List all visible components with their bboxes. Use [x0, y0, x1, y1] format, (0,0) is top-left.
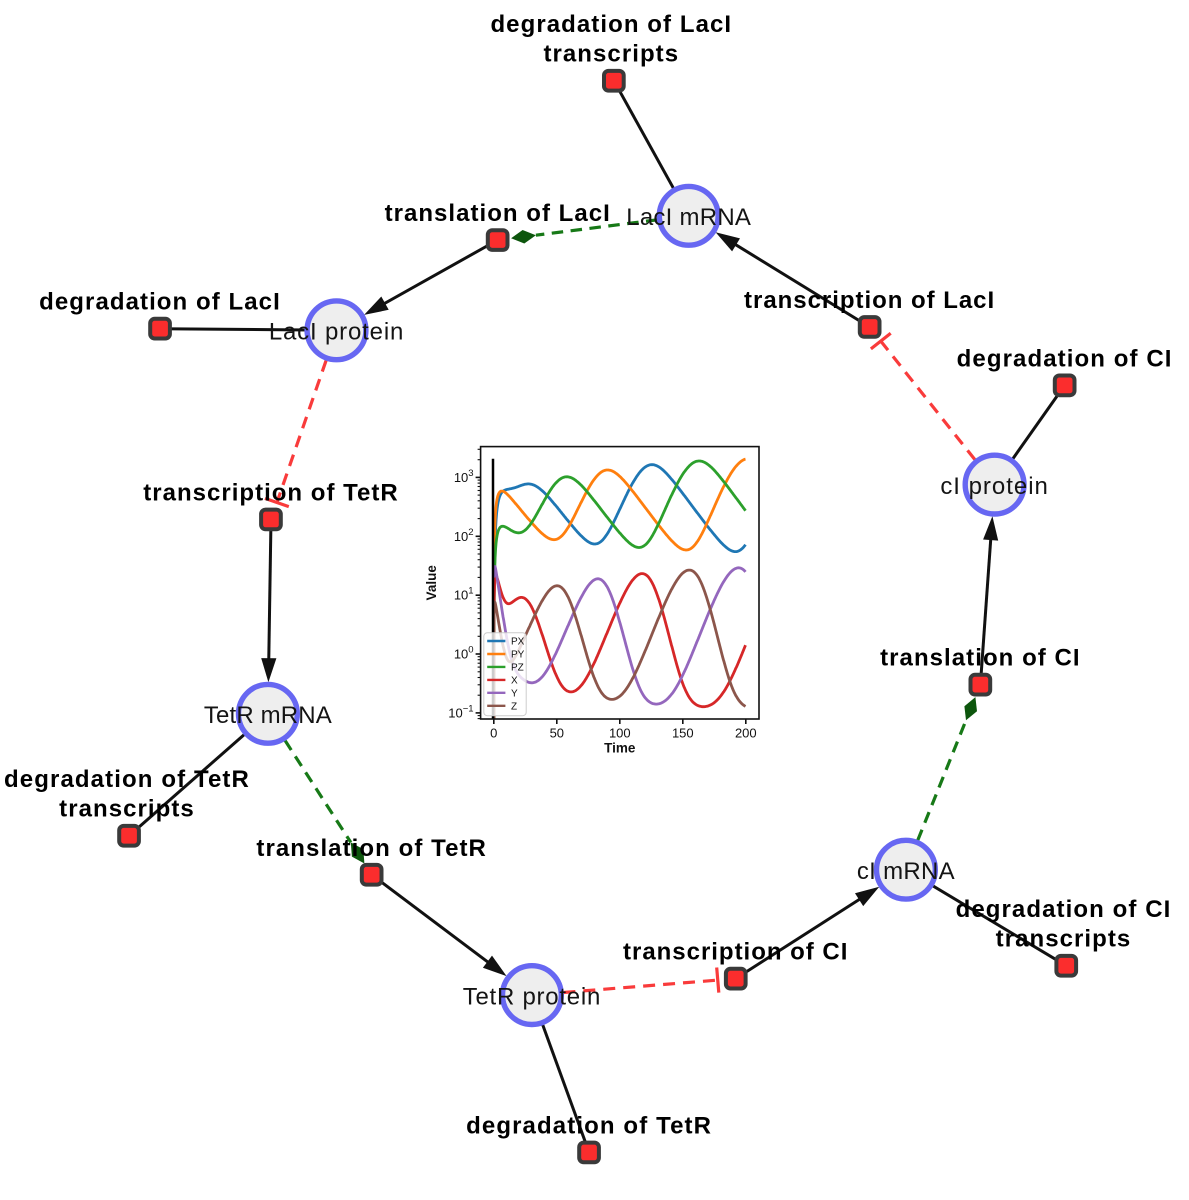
svg-text:TetR mRNA: TetR mRNA [204, 702, 332, 729]
svg-text:PZ: PZ [511, 663, 524, 674]
svg-text:0: 0 [490, 726, 497, 741]
svg-text:degradation of LacI: degradation of LacI [39, 289, 281, 316]
svg-text:200: 200 [735, 726, 757, 741]
svg-text:150: 150 [672, 726, 694, 741]
svg-text:cI mRNA: cI mRNA [857, 858, 955, 885]
svg-text:transcription of TetR: transcription of TetR [143, 480, 398, 507]
svg-text:LacI mRNA: LacI mRNA [626, 204, 751, 231]
svg-text:transcription of CI: transcription of CI [623, 939, 848, 966]
svg-text:degradation of CI: degradation of CI [957, 345, 1173, 372]
svg-text:50: 50 [550, 726, 564, 741]
svg-text:Z: Z [511, 702, 517, 713]
svg-text:degradation of CI: degradation of CI [956, 896, 1172, 923]
svg-text:transcripts: transcripts [59, 796, 195, 823]
svg-text:LacI protein: LacI protein [269, 319, 404, 346]
svg-text:cI protein: cI protein [940, 473, 1049, 500]
svg-text:transcription of LacI: transcription of LacI [744, 287, 995, 314]
svg-text:Y: Y [511, 689, 518, 700]
svg-text:degradation of LacI: degradation of LacI [490, 11, 732, 38]
svg-text:translation of TetR: translation of TetR [256, 835, 487, 862]
svg-text:transcripts: transcripts [996, 926, 1132, 953]
svg-text:translation of CI: translation of CI [880, 645, 1081, 672]
svg-text:Time: Time [604, 741, 636, 756]
svg-text:degradation of TetR: degradation of TetR [466, 1112, 712, 1139]
svg-text:TetR protein: TetR protein [463, 983, 601, 1010]
svg-text:degradation of TetR: degradation of TetR [4, 766, 250, 793]
svg-text:translation of LacI: translation of LacI [385, 200, 611, 227]
svg-text:PY: PY [511, 650, 525, 661]
svg-text:Value: Value [424, 565, 439, 601]
svg-text:100: 100 [609, 726, 631, 741]
svg-text:PX: PX [511, 637, 525, 648]
svg-text:X: X [511, 676, 518, 687]
svg-text:transcripts: transcripts [543, 41, 679, 68]
